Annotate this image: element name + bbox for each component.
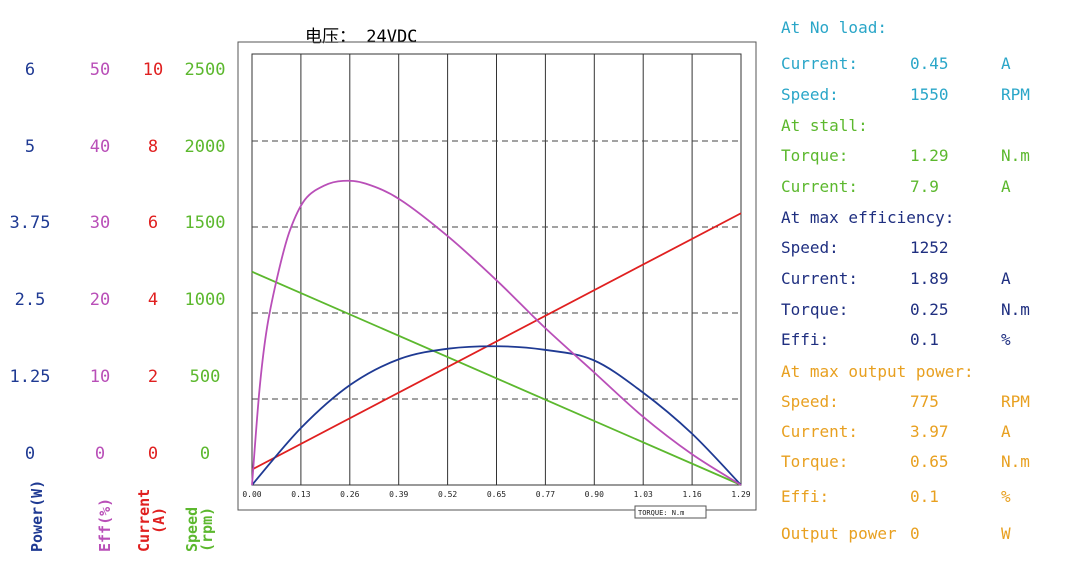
maxpow-output-unit: W — [1001, 524, 1011, 543]
axis-0-tick: 3.75 — [9, 213, 51, 233]
axis-1-tick: 0 — [94, 444, 106, 464]
no-load-speed-label: Speed: — [781, 85, 839, 104]
axis-3-tick: 500 — [189, 367, 221, 387]
x-tick-label: 1.03 — [634, 490, 653, 499]
maxeff-effi-value: 0.1 — [910, 330, 939, 349]
maxeff-torque-unit: N.m — [1001, 300, 1030, 319]
axis-2-tick: 10 — [142, 60, 164, 80]
maxeff-torque-value: 0.25 — [910, 300, 949, 319]
axis-2-tick: 2 — [147, 367, 159, 387]
maxeff-effi-label: Effi: — [781, 330, 830, 349]
maxpow-torque-label: Torque: — [781, 452, 849, 471]
maxpow-torque-value: 0.65 — [910, 452, 949, 471]
axis-0-tick: 2.5 — [14, 290, 46, 310]
stall-torque-unit: N.m — [1001, 146, 1030, 165]
no-load-current-value: 0.45 — [910, 54, 949, 73]
maxpow-effi-label: Effi: — [781, 487, 830, 506]
axis-3-tick: 2000 — [184, 137, 226, 157]
stall-current-value: 7.9 — [910, 177, 939, 196]
maxpow-current-unit: A — [1001, 422, 1011, 441]
stall-torque-label: Torque: — [781, 146, 849, 165]
series-line-currenta — [251, 212, 742, 471]
no-load-speed-value: 1550 — [910, 85, 949, 104]
maxeff-effi-unit: % — [1001, 330, 1011, 349]
maxeff-current-unit: A — [1001, 269, 1011, 288]
stall-current-unit: A — [1001, 177, 1011, 196]
series-line-speedrpm — [251, 270, 742, 486]
maxeff-torque-label: Torque: — [781, 300, 849, 319]
x-tick-label: 0.77 — [536, 490, 555, 499]
axis-0-tick: 1.25 — [9, 367, 51, 387]
no-load-speed-unit: RPM — [1001, 85, 1030, 104]
maxpow-speed-value: 775 — [910, 392, 939, 411]
axis-3-tick: 2500 — [184, 60, 226, 80]
x-tick-label: 0.52 — [438, 490, 457, 499]
maxpow-current-label: Current: — [781, 422, 859, 441]
x-tick-label: 0.00 — [242, 490, 261, 499]
series-line-eff — [251, 179, 742, 486]
series-line-powerw — [251, 345, 742, 486]
chart-plot: 0.00 0.13 0.26 0.39 0.52 0.65 0.77 0.90 1.03 1.16… — [237, 41, 757, 519]
axis-3-tick: 1000 — [184, 290, 226, 310]
axis-0-tick: 6 — [24, 60, 36, 80]
maxpow-output-label: Output power — [781, 524, 897, 543]
axis-1-tick: 20 — [89, 290, 111, 310]
axis-2-tick: 4 — [147, 290, 159, 310]
x-tick-label: 0.39 — [389, 490, 408, 499]
axis-3-tick: 1500 — [184, 213, 226, 233]
axis-1-tick: 30 — [89, 213, 111, 233]
axis-2-tick: 8 — [147, 137, 159, 157]
axis-0-tick: 0 — [24, 444, 36, 464]
maxeff-speed-label: Speed: — [781, 238, 839, 257]
no-load-current-unit: A — [1001, 54, 1011, 73]
stall-torque-value: 1.29 — [910, 146, 949, 165]
x-tick-label: 0.65 — [487, 490, 506, 499]
maxpow-effi-unit: % — [1001, 487, 1011, 506]
axis-3-tick: 0 — [199, 444, 211, 464]
maxeff-speed-value: 1252 — [910, 238, 949, 257]
x-tick-label: 0.26 — [340, 490, 359, 499]
x-tick-label: 0.13 — [291, 490, 310, 499]
maxpow-speed-label: Speed: — [781, 392, 839, 411]
maxeff-current-label: Current: — [781, 269, 859, 288]
axis-1-tick: 50 — [89, 60, 111, 80]
axis-0-tick: 5 — [24, 137, 36, 157]
no-load-current-label: Current: — [781, 54, 859, 73]
x-tick-label: 1.16 — [682, 490, 701, 499]
maxpow-torque-unit: N.m — [1001, 452, 1030, 471]
axis-2-tick: 6 — [147, 213, 159, 233]
outer-frame — [237, 41, 757, 511]
maxpow-current-value: 3.97 — [910, 422, 949, 441]
axis-1-tick: 10 — [89, 367, 111, 387]
xlabel-box — [634, 505, 707, 519]
maxpow-output-value: 0 — [910, 524, 920, 543]
x-tick-label: 0.90 — [585, 490, 604, 499]
axis-2-tick: 0 — [147, 444, 159, 464]
stall-current-label: Current: — [781, 177, 859, 196]
maxpow-effi-value: 0.1 — [910, 487, 939, 506]
x-tick-label: 1.29 — [731, 490, 750, 499]
axis-1-tick: 40 — [89, 137, 111, 157]
maxeff-current-value: 1.89 — [910, 269, 949, 288]
maxpow-speed-unit: RPM — [1001, 392, 1030, 411]
x-axis-label: TORQUE: N.m — [638, 509, 684, 517]
